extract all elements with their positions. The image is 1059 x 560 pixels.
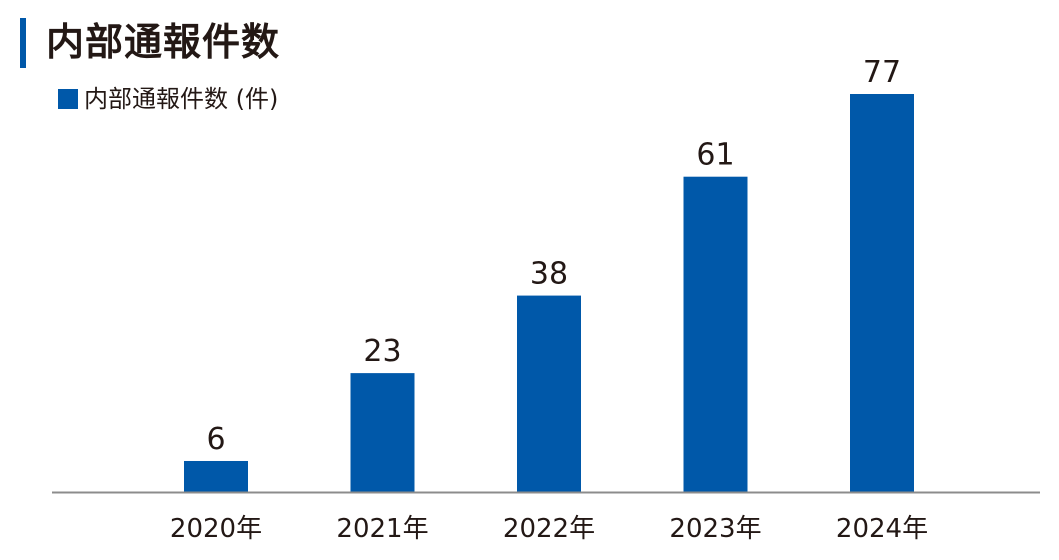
data-label-2023年: 61: [696, 138, 734, 173]
bar-2024年: [850, 94, 914, 492]
legend-label: 内部通報件数 (件): [84, 85, 279, 113]
bar-2021年: [350, 373, 415, 492]
x-tick-label-2021年: 2021年: [336, 514, 428, 544]
page-title: 内部通報件数: [46, 20, 281, 64]
bar-2022年: [517, 295, 581, 492]
data-label-2020年: 6: [206, 422, 225, 457]
x-tick-label-2020年: 2020年: [170, 514, 262, 544]
data-label-2024年: 77: [863, 55, 901, 90]
x-tick-label-2023年: 2023年: [669, 514, 761, 544]
chart-legend: 内部通報件数 (件): [58, 84, 278, 114]
bar-2023年: [683, 176, 748, 492]
bar-2020年: [184, 460, 248, 492]
data-label-2021年: 23: [363, 334, 401, 369]
legend-swatch: [58, 89, 78, 109]
x-tick-label-2024年: 2024年: [836, 514, 928, 544]
title-accent-bar: [20, 18, 26, 68]
data-label-2022年: 38: [530, 257, 568, 292]
x-tick-label-2022年: 2022年: [503, 514, 595, 544]
